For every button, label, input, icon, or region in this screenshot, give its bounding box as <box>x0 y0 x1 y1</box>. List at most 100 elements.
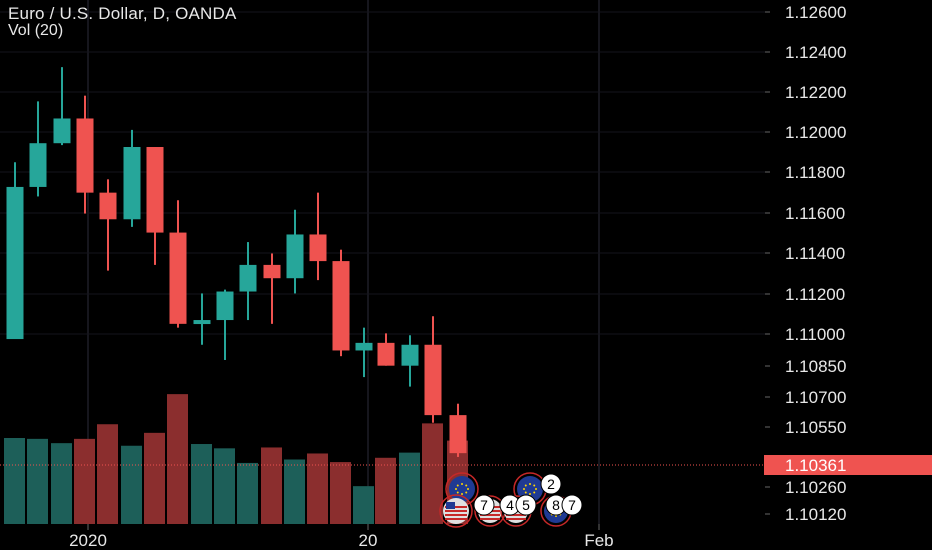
candle <box>355 327 373 378</box>
price-tick-label: 1.12600 <box>785 3 846 22</box>
volume-bar <box>375 457 396 524</box>
candle <box>193 293 211 345</box>
volume-bar <box>51 443 72 524</box>
candle <box>216 289 234 360</box>
volume-bar <box>422 423 443 524</box>
price-tick-label: 1.11000 <box>785 325 845 344</box>
eu-star <box>465 484 468 487</box>
eu-star <box>535 488 537 490</box>
eu-star <box>461 483 463 485</box>
price-tick-label: 1.12000 <box>785 123 846 142</box>
time-tick-label: Feb <box>584 531 613 550</box>
eu-star <box>524 491 527 494</box>
event-count-badge[interactable]: 5 <box>515 494 537 516</box>
volume-bar <box>353 486 374 524</box>
candle-body <box>449 415 467 454</box>
eu-star <box>455 488 457 490</box>
volume-legend[interactable]: Vol (20) <box>8 22 64 39</box>
candle <box>29 101 47 197</box>
event-count-badge[interactable]: 7 <box>473 494 495 516</box>
us-stripe <box>445 518 467 520</box>
last-price-layer: 1.10361 <box>0 455 932 475</box>
eu-star <box>467 488 469 490</box>
price-tick-label: 1.10120 <box>785 505 846 524</box>
candle-body <box>263 264 281 279</box>
candle <box>286 209 304 294</box>
badge-count: 7 <box>568 497 576 513</box>
candle-layer <box>6 67 467 457</box>
candle <box>263 253 281 324</box>
eu-star <box>524 484 527 487</box>
price-tick-label: 1.10850 <box>785 357 846 376</box>
badge-circle <box>540 473 562 495</box>
candle-body <box>99 192 117 220</box>
candle <box>6 162 24 340</box>
eu-star <box>533 491 536 494</box>
us-canton <box>446 502 455 509</box>
price-axis[interactable]: 1.12600 1.12400 1.12200 1.12000 1.11800 1.116… <box>765 3 846 524</box>
volume-bar <box>191 444 212 524</box>
eu-star <box>456 484 459 487</box>
candle <box>123 129 141 227</box>
candle <box>146 147 164 265</box>
badge-circle <box>473 494 495 516</box>
eu-star <box>555 515 557 517</box>
time-tick-label: 20 <box>359 531 378 550</box>
volume-bar <box>97 424 118 524</box>
volume-bar <box>27 438 48 524</box>
volume-bar <box>74 438 95 524</box>
candle-body <box>401 344 419 366</box>
time-axis[interactable]: 2020 20 Feb <box>69 524 614 550</box>
candle-body <box>286 234 304 279</box>
event-count-badge[interactable]: 2 <box>540 473 562 495</box>
last-price-bg <box>764 455 932 475</box>
candle-body <box>332 261 350 351</box>
eu-star <box>465 491 468 494</box>
volume-bar <box>330 462 351 524</box>
badge-count: 8 <box>552 497 560 513</box>
eu-star <box>533 484 536 487</box>
candle <box>332 249 350 357</box>
candle-body <box>6 186 24 340</box>
badge-count: 2 <box>547 476 555 492</box>
last-price-label: 1.10361 <box>785 456 846 475</box>
candle <box>401 335 419 387</box>
event-count-badge[interactable]: 7 <box>561 494 583 516</box>
volume-bar <box>167 394 188 524</box>
candle <box>449 403 467 457</box>
us-stripe <box>445 506 467 508</box>
candle-body <box>377 342 395 366</box>
volume-bar <box>237 462 258 524</box>
price-tick-label: 1.10550 <box>785 418 846 437</box>
eu-star <box>523 488 525 490</box>
price-tick-label: 1.10260 <box>785 478 846 497</box>
events-layer[interactable]: 27 4 5 8 7 <box>439 472 583 528</box>
us-flag-event-icon[interactable] <box>439 494 473 528</box>
candle <box>169 200 187 328</box>
grid-layer <box>0 0 765 528</box>
eu-flag-icon <box>449 476 475 502</box>
candle-body <box>424 344 442 416</box>
eu-star <box>529 493 531 495</box>
us-stripe <box>480 514 500 516</box>
eu-star <box>529 483 531 485</box>
us-stripe <box>445 514 467 516</box>
eu-star <box>456 491 459 494</box>
candle-body <box>169 232 187 324</box>
candle-body <box>309 234 327 262</box>
us-stripe <box>506 518 526 520</box>
candle <box>53 67 71 146</box>
badge-count: 5 <box>522 497 530 513</box>
badge-count: 4 <box>506 497 514 513</box>
volume-bar <box>4 438 25 524</box>
price-tick-label: 1.11600 <box>785 204 845 223</box>
candle-body <box>146 147 164 233</box>
price-tick-label: 1.10700 <box>785 388 846 407</box>
symbol-legend[interactable]: Euro / U.S. Dollar, D, OANDA <box>8 4 237 23</box>
event-ring <box>439 494 473 528</box>
candle <box>239 242 257 321</box>
candle-body <box>53 118 71 144</box>
badge-circle <box>515 494 537 516</box>
